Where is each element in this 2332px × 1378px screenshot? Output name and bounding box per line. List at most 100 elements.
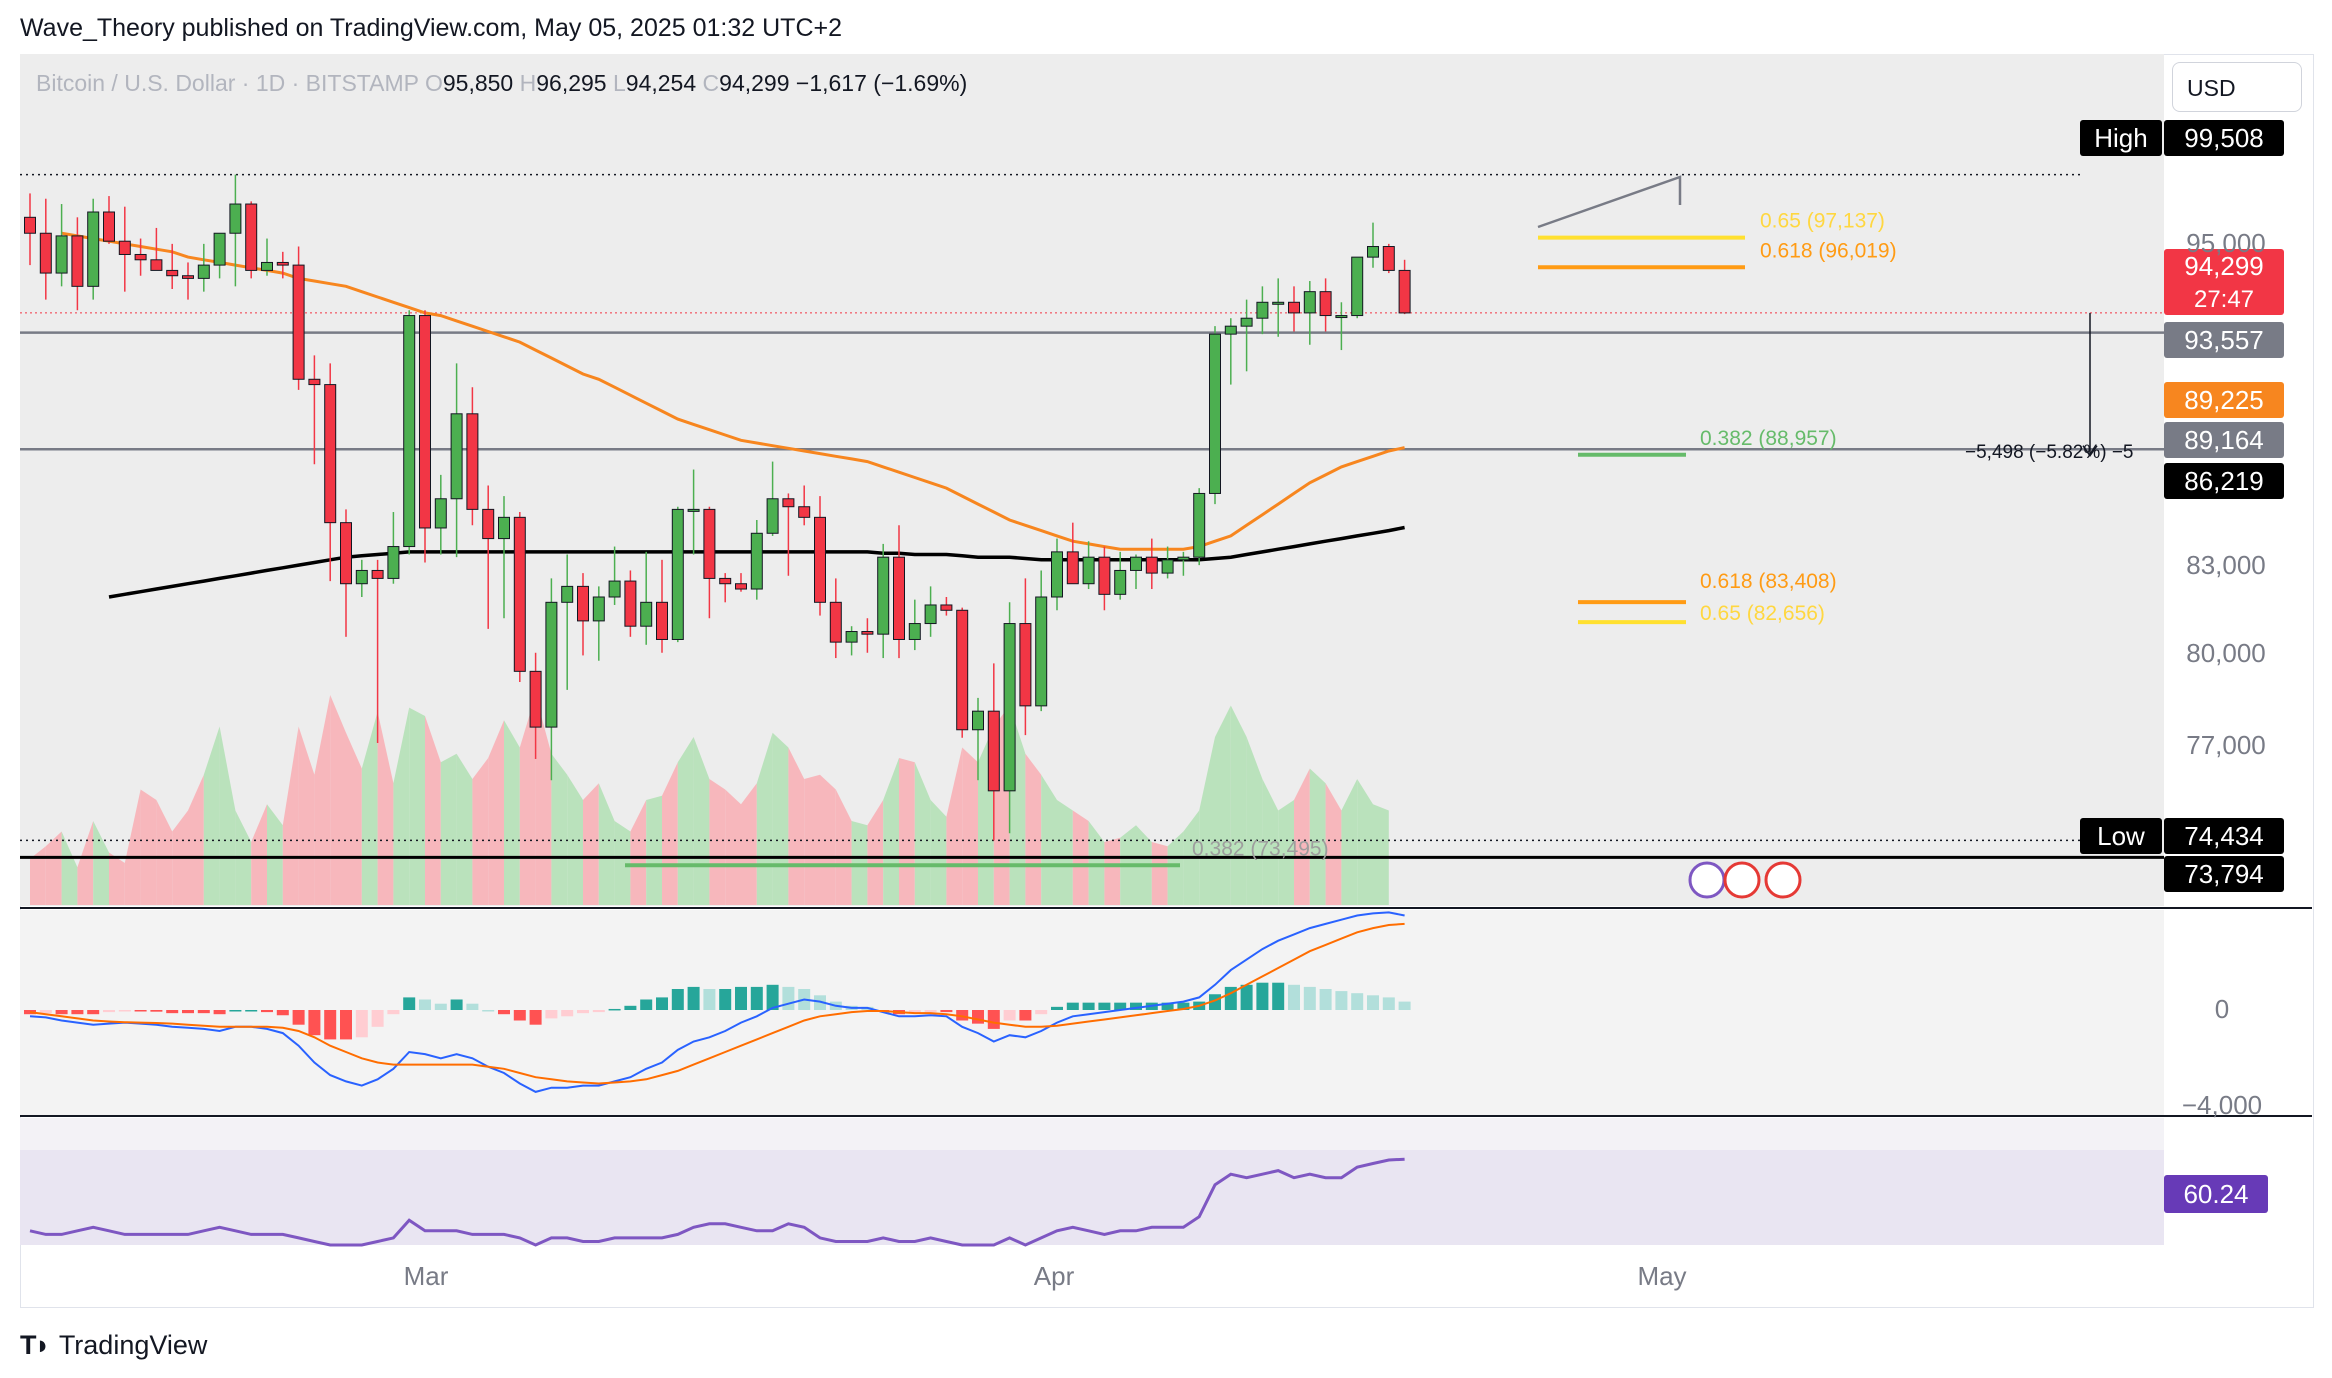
volume-area	[30, 846, 46, 905]
price-axis-label-text: 86,219	[2184, 466, 2264, 496]
macd-histogram-bar	[671, 989, 684, 1010]
volume-area	[393, 707, 410, 905]
volume-area	[282, 726, 299, 905]
macd-histogram-bar	[261, 1010, 273, 1013]
legend-symbol[interactable]: Bitcoin / U.S. Dollar · 1D · BITSTAMP	[36, 70, 419, 96]
volume-area	[267, 804, 283, 905]
volume-area	[820, 774, 836, 905]
candle-body	[766, 498, 779, 534]
volume-area	[1341, 779, 1358, 905]
fib-level-label: 0.65 (82,656)	[1700, 602, 1825, 625]
candle-body	[829, 601, 842, 643]
volume-area	[1309, 768, 1326, 905]
tradingview-brand[interactable]: T◗ TradingView	[20, 1330, 207, 1361]
volume-area	[1088, 821, 1105, 905]
pattern-line	[1537, 175, 1682, 229]
macd-histogram-bar	[1161, 1002, 1174, 1010]
volume-area	[693, 737, 710, 905]
macd-histogram-bar	[1098, 1002, 1111, 1010]
event-star-icon	[1688, 861, 1726, 899]
volume-area	[1215, 705, 1231, 905]
candle-body	[403, 315, 416, 548]
candle-body	[1177, 556, 1190, 561]
volume-area	[883, 758, 899, 905]
extreme-tag-text: Low	[2097, 821, 2145, 851]
price-axis-label	[2164, 463, 2284, 499]
volume-area	[1104, 837, 1121, 905]
macd-histogram-bar	[1066, 1002, 1079, 1010]
volume-area	[1262, 779, 1279, 905]
macd-histogram-bar	[166, 1010, 179, 1014]
macd-histogram-bar	[814, 995, 826, 1010]
volume-area	[899, 758, 915, 905]
volume-area	[504, 720, 520, 905]
macd-histogram-bar	[640, 999, 653, 1010]
macd-histogram-bar	[1177, 1002, 1190, 1010]
candle-body	[1351, 256, 1364, 317]
price-axis-label-text: 93,557	[2184, 325, 2264, 355]
candle-body	[1256, 301, 1269, 319]
volume-area	[45, 831, 62, 905]
macd-histogram-bar	[719, 989, 732, 1010]
volume-area	[330, 695, 346, 905]
candle-body	[1161, 559, 1174, 574]
volume-area	[1041, 774, 1057, 905]
candle-body	[87, 211, 100, 287]
volume-area	[962, 747, 978, 905]
fib-level-label: 0.618 (96,019)	[1760, 239, 1897, 262]
macd-axis-tick: −4,000	[2182, 1090, 2262, 1120]
price-axis-label-text: 89,164	[2184, 425, 2264, 455]
volume-area	[1373, 804, 1389, 905]
candle-body	[924, 604, 937, 625]
legend-open-label: O	[424, 70, 443, 96]
candle-body	[1035, 596, 1048, 707]
price-axis-label-text: 94,299	[2184, 251, 2264, 281]
macd-histogram-bar	[498, 1010, 510, 1015]
extreme-tag	[2080, 120, 2162, 156]
macd-histogram-bar	[561, 1010, 574, 1017]
macd-histogram-bar	[292, 1010, 305, 1025]
volume-area	[1230, 705, 1247, 905]
macd-histogram-bar	[735, 986, 747, 1010]
macd-histogram-bar	[703, 989, 716, 1010]
price-axis-label-text: 99,508	[2184, 123, 2264, 153]
volume-area	[867, 800, 884, 905]
macd-histogram-bar	[956, 1010, 969, 1021]
macd-histogram-bar	[1319, 989, 1332, 1010]
volume-area	[551, 753, 568, 905]
volume-area	[61, 831, 78, 905]
candle-body	[703, 508, 716, 579]
x-axis-tick-label: May	[1637, 1261, 1686, 1291]
volume-area	[109, 852, 125, 905]
candle-body	[1082, 556, 1095, 585]
legend-high: 96,295	[536, 70, 607, 96]
volume-area	[140, 789, 157, 905]
volume-area	[1167, 831, 1184, 905]
candle-body	[213, 232, 226, 266]
rsi-line	[29, 1157, 1405, 1247]
macd-histogram-bar	[687, 986, 700, 1010]
macd-histogram-bar	[150, 1010, 163, 1012]
candle-body	[671, 508, 684, 640]
candle-body	[1193, 492, 1206, 558]
candle-body	[150, 259, 163, 271]
volume-area	[1025, 753, 1042, 905]
y-axis-tick-label: 83,000	[2186, 550, 2266, 580]
macd-axis-tick: 0	[2215, 994, 2229, 1024]
macd-histogram-bar	[340, 1010, 352, 1040]
macd-histogram-bar	[1398, 1001, 1411, 1010]
volume-area	[677, 737, 694, 905]
macd-histogram-bar	[1035, 1010, 1048, 1015]
macd-histogram-bar	[592, 1010, 605, 1013]
macd-histogram-bar	[1382, 997, 1395, 1010]
macd-histogram-bar	[71, 1010, 84, 1015]
currency-button[interactable]: USD	[2172, 62, 2302, 112]
volume-area	[456, 753, 473, 905]
macd-histogram-bar	[355, 1010, 368, 1038]
macd-histogram-bar	[466, 1003, 479, 1010]
macd-histogram-bar	[577, 1010, 589, 1014]
macd-histogram-bar	[419, 999, 431, 1010]
legend-open: 95,850	[442, 70, 514, 96]
macd-histogram-bar	[513, 1010, 526, 1021]
